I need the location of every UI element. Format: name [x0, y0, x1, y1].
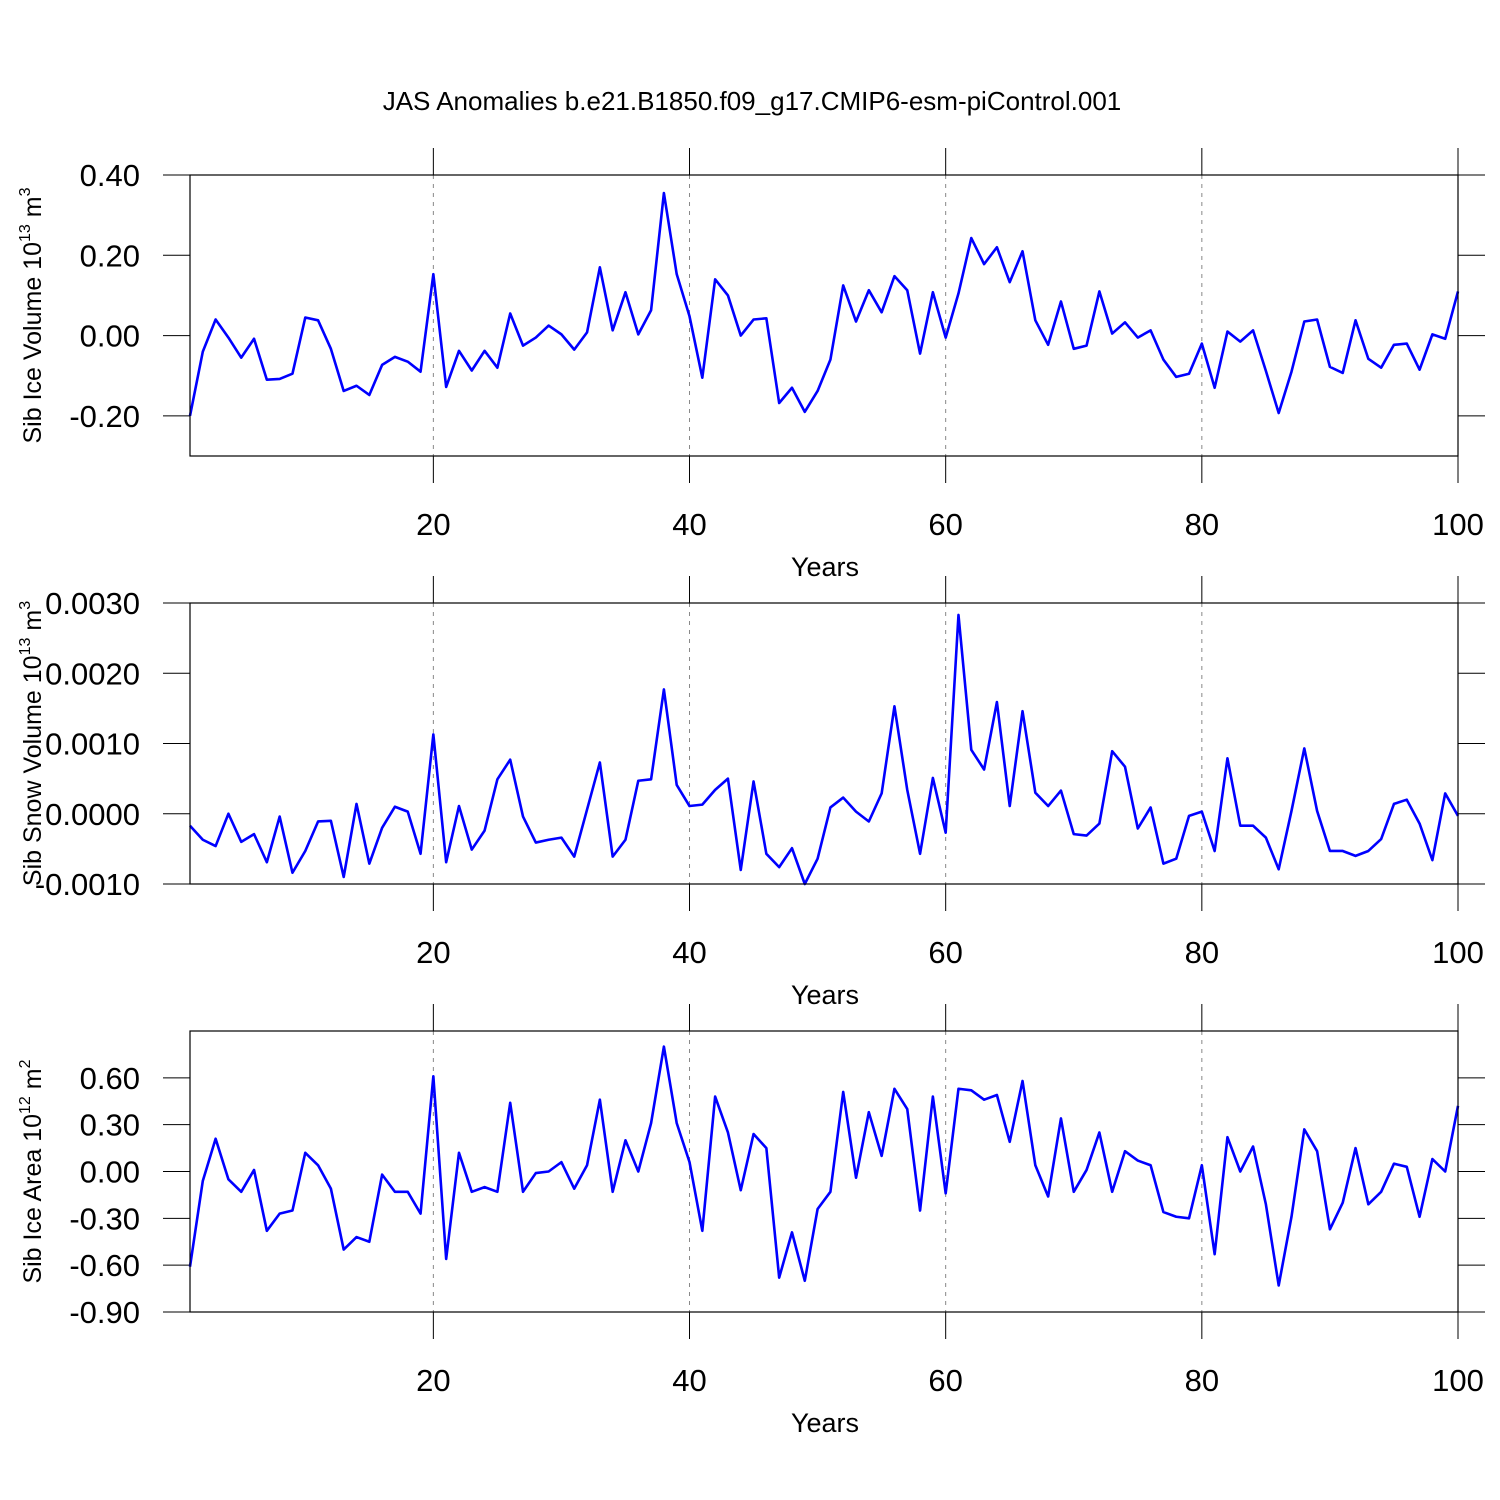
y-axis-label-exponent: 12 [17, 1096, 34, 1114]
y-tick-label: 0.40 [80, 158, 140, 193]
x-tick-label: 20 [416, 507, 450, 542]
x-axis-label: Years [791, 1408, 859, 1438]
y-tick-label: -0.20 [69, 399, 140, 434]
y-axis-label: Sib Ice Volume 1013 m3 [17, 187, 47, 443]
y-tick-label: -0.30 [69, 1201, 140, 1236]
y-tick-label: 0.0010 [45, 727, 140, 762]
y-tick-label: -0.0010 [35, 867, 140, 902]
plot-frame [189, 602, 1459, 885]
y-axis-label-unit: m [19, 610, 47, 631]
y-tick-label: 0.0030 [45, 586, 140, 621]
y-axis-label-text: Sib Snow Volume 10 [19, 655, 47, 886]
plot-frame [189, 174, 1459, 457]
y-axis-label: Sib Snow Volume 1013 m3 [17, 601, 47, 886]
x-tick-label: 40 [672, 507, 706, 542]
y-axis-label-exponent: 13 [17, 224, 34, 242]
data-line [189, 613, 1460, 886]
plot-frame [189, 1030, 1459, 1313]
x-tick-label: 60 [928, 935, 962, 970]
data-line [188, 1045, 1460, 1287]
x-tick-label: 20 [416, 1363, 450, 1398]
y-tick-label: 0.60 [80, 1061, 140, 1096]
x-tick-label: 80 [1185, 1363, 1219, 1398]
x-tick-label: 100 [1432, 507, 1484, 542]
y-axis-label-text: Sib Ice Area 10 [19, 1114, 47, 1284]
x-tick-label: 60 [928, 1363, 962, 1398]
y-tick-label: 0.0000 [45, 797, 140, 832]
y-axis-label-exponent: 13 [17, 638, 34, 656]
x-tick-label: 80 [1185, 507, 1219, 542]
y-tick-label: -0.90 [69, 1295, 140, 1330]
x-tick-label: 20 [416, 935, 450, 970]
y-tick-label: 0.20 [80, 238, 140, 273]
x-tick-label: 100 [1432, 1363, 1484, 1398]
x-axis-label: Years [791, 552, 859, 582]
x-axis-label: Years [791, 980, 859, 1010]
y-tick-label: 0.00 [80, 319, 140, 354]
y-axis-label-unit-exponent: 3 [17, 187, 34, 196]
x-tick-label: 80 [1185, 935, 1219, 970]
y-tick-label: 0.0020 [45, 656, 140, 691]
y-tick-label: -0.60 [69, 1248, 140, 1283]
y-tick-label: 0.30 [80, 1108, 140, 1143]
x-tick-label: 40 [672, 1363, 706, 1398]
chart-title: JAS Anomalies b.e21.B1850.f09_g17.CMIP6-… [383, 86, 1122, 116]
x-tick-label: 60 [928, 507, 962, 542]
x-tick-label: 40 [672, 935, 706, 970]
x-tick-label: 100 [1432, 935, 1484, 970]
y-axis-label-unit: m [19, 196, 47, 217]
y-axis-label-unit: m [19, 1068, 47, 1089]
y-axis-label: Sib Ice Area 1012 m2 [17, 1059, 47, 1283]
y-axis-label-text: Sib Ice Volume 10 [19, 242, 47, 444]
data-line [188, 191, 1460, 417]
y-axis-label-unit-exponent: 2 [17, 1059, 34, 1068]
y-axis-label-unit-exponent: 3 [17, 601, 34, 610]
y-tick-label: 0.00 [80, 1155, 140, 1190]
